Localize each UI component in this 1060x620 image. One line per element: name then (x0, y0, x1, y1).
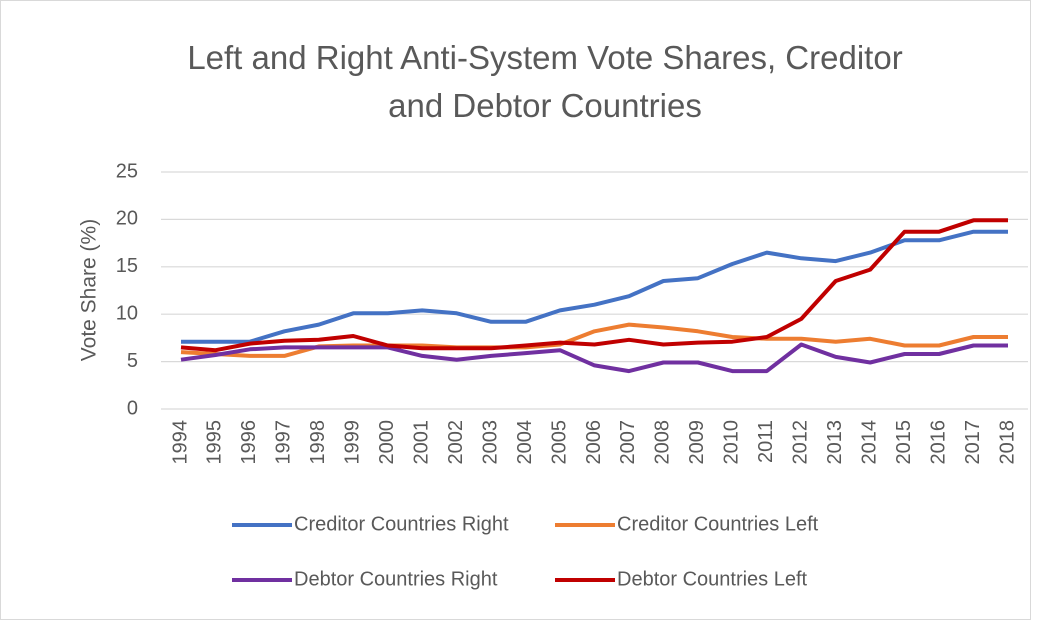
legend-label: Creditor Countries Right (294, 513, 509, 535)
series-line (180, 218, 1008, 353)
y-tick-label: 25 (116, 160, 138, 182)
x-tick-label: 2003 (479, 420, 501, 465)
x-tick-label: 2009 (686, 420, 708, 465)
series-line (181, 229, 1008, 344)
x-tick-label: 2008 (652, 420, 674, 465)
y-axis-title: Vote Share (%) (78, 219, 101, 361)
x-tick-label: 1999 (342, 420, 364, 465)
x-tick-label: 2004 (514, 420, 536, 465)
y-tick-label: 20 (116, 208, 138, 230)
x-tick-label: 2001 (410, 420, 432, 465)
legend-label: Creditor Countries Left (617, 513, 819, 535)
x-tick-label: 2002 (445, 420, 467, 465)
y-tick-label: 5 (127, 350, 138, 372)
x-tick-label: 1997 (273, 420, 295, 465)
x-tick-label: 1994 (169, 420, 191, 465)
x-tick-label: 2012 (790, 420, 812, 465)
legend-label: Debtor Countries Right (294, 568, 498, 590)
x-tick-label: 1998 (307, 420, 329, 465)
chart-frame (0, 0, 1031, 620)
series-line (180, 342, 1008, 374)
x-tick-label: 2011 (755, 420, 777, 463)
x-tick-label: 2006 (583, 420, 605, 465)
x-tick-label: 1996 (238, 420, 260, 465)
x-tick-label: 2010 (721, 420, 743, 465)
x-tick-label: 2015 (893, 420, 915, 465)
x-tick-label: 2017 (962, 420, 984, 465)
x-tick-label: 2013 (824, 420, 846, 465)
x-tick-label: 2014 (858, 420, 880, 465)
x-tick-label: 1995 (204, 420, 226, 465)
x-tick-label: 2007 (617, 420, 639, 465)
chart-title: Left and Right Anti-System Vote Shares, … (187, 39, 902, 124)
x-tick-label: 2005 (548, 420, 570, 465)
x-tick-label: 2016 (927, 420, 949, 465)
legend-label: Debtor Countries Left (617, 568, 808, 590)
y-tick-label: 10 (116, 302, 138, 324)
x-tick-label: 2000 (376, 420, 398, 465)
x-tick-label: 2018 (996, 420, 1018, 465)
y-tick-label: 0 (127, 397, 138, 419)
y-tick-label: 15 (116, 255, 138, 277)
